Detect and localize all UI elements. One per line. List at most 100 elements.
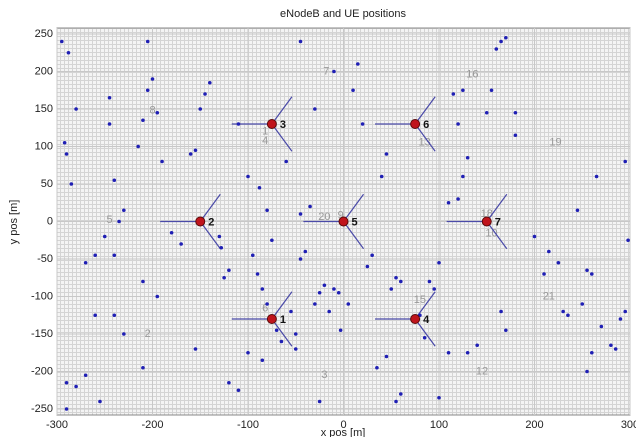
ue-point	[489, 88, 494, 93]
ue-point	[265, 302, 269, 306]
enodeb	[410, 119, 421, 129]
ue-point	[141, 365, 145, 370]
ue-point	[74, 107, 78, 111]
ue-point	[623, 309, 628, 314]
ue-point	[437, 395, 441, 400]
ue-point	[317, 399, 322, 404]
ue-point	[513, 110, 518, 115]
ue-point	[112, 313, 117, 318]
ue-point	[160, 159, 164, 164]
sector-line	[271, 96, 293, 125]
ue-point	[456, 122, 460, 126]
ue-point	[626, 238, 630, 243]
ue-point	[122, 332, 126, 336]
enodeb-label: 6	[423, 119, 429, 131]
ue-point	[188, 152, 193, 156]
ue-point	[356, 62, 360, 66]
ue-point	[64, 407, 69, 411]
ue-point	[93, 313, 97, 318]
ue-point	[222, 275, 226, 280]
ue-point	[155, 110, 160, 115]
ue-point	[590, 272, 594, 276]
ue-point	[107, 122, 112, 126]
ue-point	[504, 328, 508, 333]
ue-point	[456, 197, 460, 201]
ue-point	[360, 122, 365, 126]
ue-point	[270, 238, 274, 243]
ue-point	[274, 328, 279, 333]
ue-point	[298, 212, 303, 216]
cell-label: 16	[466, 68, 478, 80]
ue-point	[62, 140, 67, 145]
ue-point	[394, 275, 398, 280]
ue-point	[484, 110, 489, 115]
ue-point	[64, 380, 69, 385]
cell-label: 7	[323, 65, 329, 77]
ue-point	[609, 343, 613, 348]
cell-label: 12	[476, 365, 488, 377]
enodeb-label: 7	[495, 216, 501, 228]
cell-label: 8	[149, 104, 155, 116]
sector-line	[271, 318, 293, 347]
ue-point	[370, 253, 374, 258]
ue-point	[289, 309, 293, 314]
ue-point	[219, 245, 224, 250]
ue-point	[102, 234, 107, 239]
ue-point	[618, 317, 623, 321]
ue-point	[389, 287, 394, 291]
ue-point	[227, 380, 231, 385]
ue-point	[399, 392, 403, 396]
ue-point	[284, 159, 289, 164]
ue-point	[255, 272, 260, 276]
x-tick-label: -100	[237, 419, 259, 431]
ue-point	[141, 279, 145, 284]
ue-point	[112, 253, 117, 258]
ue-point	[193, 148, 198, 153]
sector-line	[199, 193, 221, 222]
ue-point	[279, 339, 284, 344]
ue-point	[313, 302, 317, 306]
cell-label: 6	[262, 302, 268, 314]
ue-point	[580, 302, 585, 306]
ue-point	[313, 107, 317, 111]
ue-point	[384, 152, 389, 156]
ue-point	[375, 365, 379, 370]
ue-point	[504, 35, 508, 40]
ue-point	[293, 332, 298, 336]
enodeb	[481, 216, 492, 227]
sector-line	[199, 221, 221, 250]
sector-line	[486, 193, 508, 222]
y-tick-label: 50	[41, 178, 53, 190]
ue-point	[155, 294, 160, 299]
ue-point	[298, 257, 303, 261]
enodeb	[410, 314, 421, 324]
ue-point	[332, 69, 336, 74]
ue-point	[379, 174, 384, 179]
ue-point	[303, 249, 308, 254]
ue-point	[475, 343, 480, 348]
y-tick-label: 200	[35, 65, 53, 77]
ue-point	[145, 39, 150, 44]
enodeb-label: 4	[423, 314, 430, 326]
ue-point	[112, 178, 117, 183]
ue-point	[208, 80, 212, 85]
y-tick-label: -250	[31, 403, 53, 415]
ue-point	[250, 253, 255, 258]
ue-point	[246, 174, 250, 179]
enodeb	[195, 216, 206, 227]
ue-point	[623, 159, 628, 164]
y-tick-label: 100	[35, 140, 53, 152]
cell-label: 2	[145, 328, 151, 340]
y-tick-label: -150	[31, 328, 53, 340]
y-tick-label: 150	[35, 103, 53, 115]
ue-point	[499, 39, 503, 44]
ue-point	[365, 264, 370, 269]
cell-label: 13	[419, 137, 431, 149]
ue-point	[257, 185, 262, 190]
ue-point	[66, 50, 71, 55]
x-tick-label: -300	[46, 419, 68, 431]
ue-point	[150, 77, 155, 81]
sector-line	[343, 221, 365, 250]
ue-point	[217, 234, 222, 239]
